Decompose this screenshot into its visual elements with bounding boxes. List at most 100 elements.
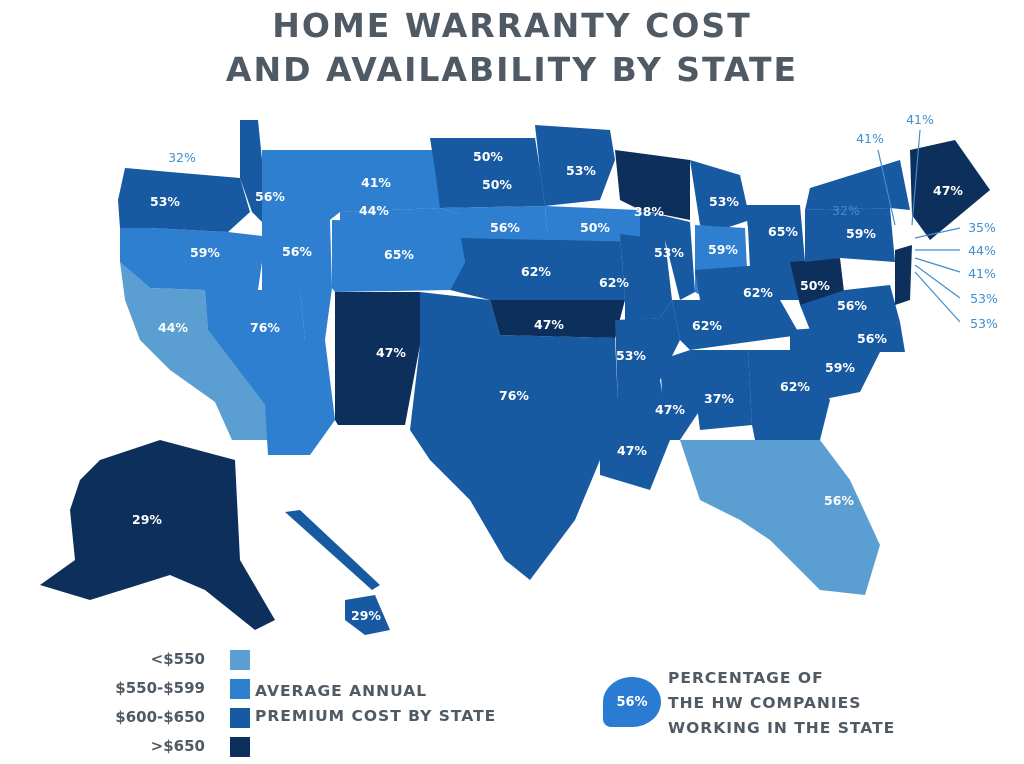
legend-label: $550-$599 (115, 679, 205, 697)
state-ca[interactable] (120, 262, 268, 440)
state-pa[interactable] (805, 208, 895, 262)
state-ky[interactable] (695, 262, 805, 300)
label-ia: 50% (580, 220, 610, 235)
page-title-line-2: AND AVAILABILITY BY STATE (225, 50, 799, 89)
legend-caption-line-1: AVERAGE ANNUAL (255, 682, 428, 700)
legend-swatch (230, 679, 250, 699)
state-nd[interactable] (430, 138, 540, 170)
state-or[interactable] (120, 228, 262, 290)
label-wy: 44% (359, 203, 389, 218)
label-ky: 62% (743, 285, 773, 300)
callout-lines (877, 129, 961, 323)
state-ny[interactable] (805, 160, 910, 210)
state-ut[interactable] (332, 220, 465, 292)
state-sc[interactable] (790, 352, 880, 400)
label-in: 59% (708, 242, 738, 257)
label-nv: 56% (282, 244, 312, 259)
legend-item-lt550: <$550 (80, 650, 250, 670)
state-nv[interactable] (262, 218, 332, 340)
label-oh: 65% (768, 224, 798, 239)
state-hi[interactable] (345, 595, 390, 635)
label-ak: 29% (132, 512, 162, 527)
badge-caption: PERCENTAGE OF THE HW COMPANIES WORKING I… (668, 666, 895, 741)
state-ak[interactable] (40, 440, 275, 630)
state-nj[interactable] (895, 245, 912, 305)
callout-vt: 41% (906, 112, 934, 127)
state-ar[interactable] (615, 300, 680, 405)
legend-swatch (230, 650, 250, 670)
state-tx[interactable] (410, 292, 618, 580)
label-ga: 62% (780, 379, 810, 394)
callout-ri: 41% (968, 266, 996, 281)
label-ks: 62% (599, 275, 629, 290)
label-tn: 62% (692, 318, 722, 333)
label-az: 76% (250, 320, 280, 335)
state-sd[interactable] (435, 170, 545, 208)
state-mi[interactable] (690, 160, 750, 230)
state-mt[interactable] (262, 150, 440, 220)
state-ia[interactable] (545, 206, 640, 242)
callout-pa: 32% (832, 203, 860, 218)
state-wv[interactable] (790, 258, 845, 305)
label-wv: 50% (800, 278, 830, 293)
percentage-badge: 56% (603, 677, 661, 727)
state-tn[interactable] (672, 300, 800, 350)
state-hi-islands[interactable] (285, 510, 380, 590)
legend-label: <$550 (150, 650, 205, 668)
label-la: 47% (617, 443, 647, 458)
legend-swatch (230, 708, 250, 728)
label-wi: 38% (634, 204, 664, 219)
state-mn[interactable] (535, 125, 615, 206)
label-wa: 53% (150, 194, 180, 209)
state-il[interactable] (640, 210, 695, 300)
label-nm: 47% (376, 345, 406, 360)
state-ms[interactable] (660, 350, 700, 440)
legend-caption: AVERAGE ANNUAL PREMIUM COST BY STATE (255, 679, 496, 729)
state-la[interactable] (600, 380, 670, 490)
label-tx: 76% (499, 388, 529, 403)
state-va[interactable] (800, 285, 900, 330)
state-mo[interactable] (620, 234, 672, 320)
state-az[interactable] (205, 290, 335, 455)
state-ok[interactable] (490, 300, 625, 338)
label-va: 56% (837, 298, 867, 313)
legend-swatch (230, 737, 250, 757)
state-ne[interactable] (440, 206, 548, 240)
label-mi: 53% (709, 194, 739, 209)
state-nc[interactable] (790, 322, 905, 352)
label-nd: 50% (473, 149, 503, 164)
state-wa[interactable] (118, 168, 250, 232)
legend-label: $600-$650 (115, 708, 205, 726)
label-fl: 56% (824, 493, 854, 508)
state-me[interactable] (910, 140, 990, 240)
label-al: 37% (704, 391, 734, 406)
state-ks[interactable] (560, 232, 625, 302)
label-il: 53% (654, 245, 684, 260)
callout-wa: 32% (168, 150, 196, 165)
label-ar: 53% (616, 348, 646, 363)
legend-item-550-599: $550-$599 (80, 679, 250, 699)
callout-ma: 44% (968, 243, 996, 258)
state-oh[interactable] (745, 205, 805, 268)
label-ca: 44% (158, 320, 188, 335)
page-title-line-1: HOME WARRANTY COST (272, 6, 752, 45)
label-mn: 53% (566, 163, 596, 178)
legend-label: >$650 (150, 737, 205, 755)
callout-nh: 35% (968, 220, 996, 235)
state-wi[interactable] (615, 150, 690, 220)
state-nm[interactable] (335, 292, 420, 425)
label-or: 59% (190, 245, 220, 260)
legend-item-gt650: >$650 (80, 737, 250, 757)
label-me: 47% (933, 183, 963, 198)
state-co[interactable] (450, 232, 570, 302)
state-al[interactable] (690, 350, 752, 430)
label-hi: 29% (351, 608, 381, 623)
state-fl[interactable] (680, 440, 880, 595)
callout-nj: 53% (970, 316, 998, 331)
label-mt: 41% (361, 175, 391, 190)
label-co: 62% (521, 264, 551, 279)
badge-caption-line-1: PERCENTAGE OF (668, 669, 824, 687)
label-ut: 65% (384, 247, 414, 262)
legend-item-600-650: $600-$650 (80, 708, 250, 728)
